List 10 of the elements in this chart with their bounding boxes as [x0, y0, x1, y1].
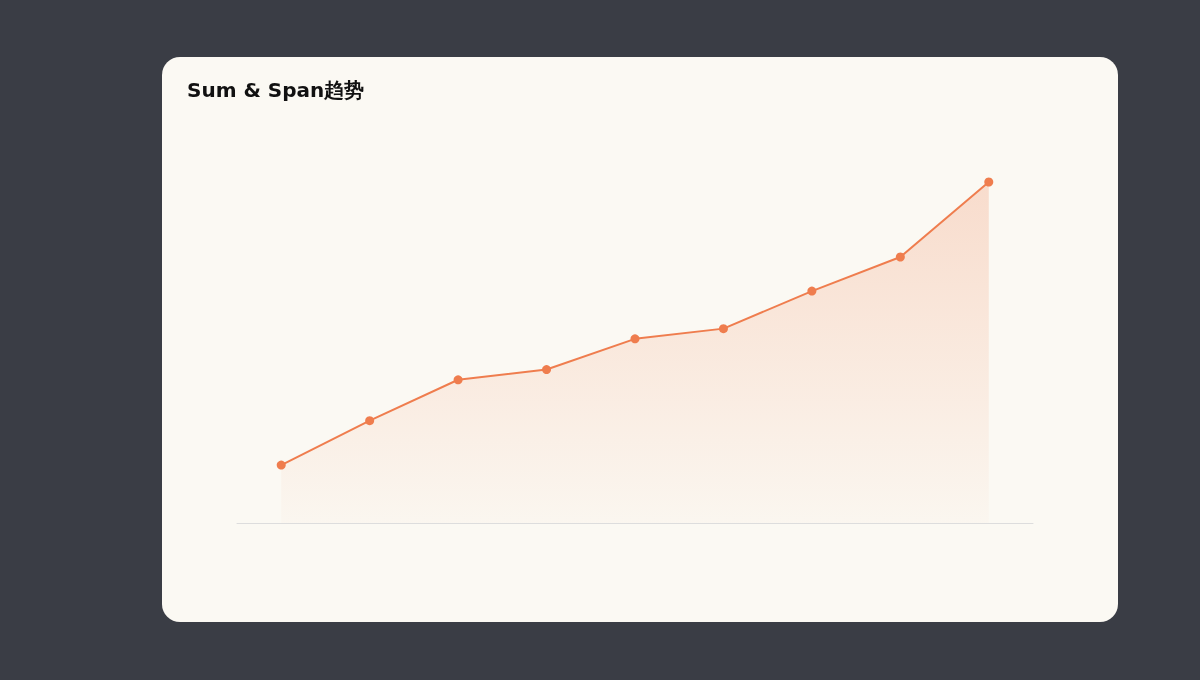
point [895, 252, 905, 262]
point [984, 177, 994, 187]
point [276, 460, 286, 470]
point [453, 375, 463, 385]
point [807, 286, 817, 296]
chart-title: Sum & Span趋势 [187, 78, 365, 102]
point [630, 334, 640, 344]
point [365, 416, 375, 426]
point [718, 324, 728, 334]
point [542, 365, 552, 375]
